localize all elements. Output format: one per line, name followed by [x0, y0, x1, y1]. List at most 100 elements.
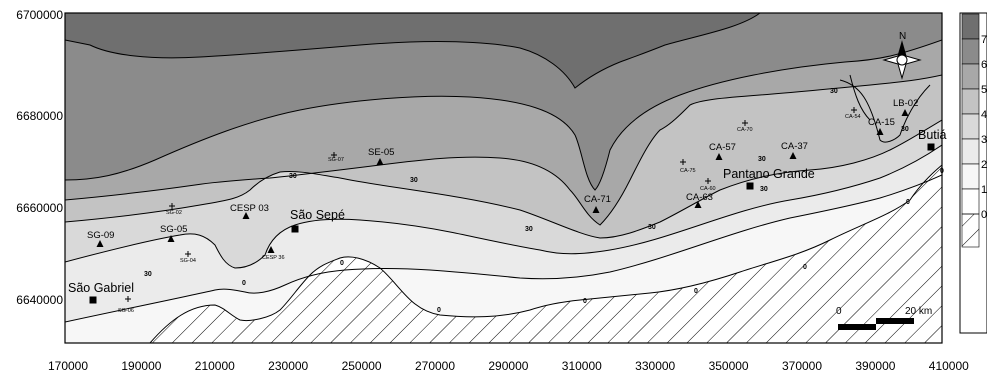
contour-value-label: 30 [830, 88, 838, 95]
contour-value-label: 0 [583, 298, 587, 305]
x-axis-label: 350000 [709, 359, 749, 373]
legend-label: 5 [981, 84, 987, 96]
x-axis-label: 250000 [342, 359, 382, 373]
station-label: LB-02 [893, 98, 918, 109]
scale-start-label: 0 [836, 306, 842, 317]
station-label: CESP 36 [262, 255, 285, 261]
legend-swatch [961, 138, 980, 165]
legend-label: 6 [981, 59, 987, 71]
station-triangle-marker [694, 201, 702, 208]
station-label: SG-06 [118, 308, 134, 314]
legend-label: 3 [981, 134, 987, 146]
legend-swatch [961, 13, 980, 40]
legend-label: 0 [981, 209, 987, 221]
x-axis-label: 370000 [782, 359, 822, 373]
zone-level-5 [65, 40, 942, 225]
station-triangle-marker [876, 128, 884, 135]
contour-value-label: 30 [648, 224, 656, 231]
city-marker [291, 225, 299, 233]
station-cross-marker [169, 203, 175, 209]
legend: 7 6 5 4 3 2 1 0 [959, 12, 987, 334]
station-triangle-marker [167, 235, 175, 242]
station-label: CA-70 [737, 127, 753, 133]
zone-level-3 [65, 120, 942, 268]
x-axis-label: 270000 [415, 359, 455, 373]
contour-value-label: 0 [906, 199, 910, 206]
contour-value-label: 30 [289, 173, 297, 180]
station-cross-marker [331, 152, 337, 158]
station-cross-marker [680, 159, 686, 165]
legend-label: 7 [981, 34, 987, 46]
y-axis-label: 6660000 [16, 201, 63, 215]
x-axis-label: 190000 [121, 359, 161, 373]
legend-label: 2 [981, 159, 987, 171]
x-axis-label: 330000 [635, 359, 675, 373]
station-cross-marker [705, 178, 711, 184]
station-label: SE-05 [368, 147, 394, 158]
station-triangle-marker [715, 153, 723, 160]
y-axis-labels: 6700000 6680000 6660000 6640000 [16, 8, 63, 307]
contour-value-label: 30 [525, 226, 533, 233]
x-axis-label: 390000 [855, 359, 895, 373]
station-cross-marker [742, 120, 748, 126]
legend-label: 4 [981, 109, 987, 121]
city-marker [746, 182, 754, 190]
zone-level-6 [65, 13, 942, 190]
station-label: CA-54 [845, 114, 861, 120]
station-label: CESP 03 [230, 203, 269, 214]
city-markers: São Gabriel São Sepé Pantano Grande Butiá [68, 128, 947, 304]
x-axis-label: 410000 [929, 359, 969, 373]
city-label: São Sepé [290, 208, 345, 222]
scale-end-label: 20 km [905, 306, 932, 317]
contour-value-label: 0 [437, 307, 441, 314]
x-axis-labels: 170000 190000 210000 230000 250000 270000 2900… [48, 359, 969, 373]
city-label: São Gabriel [68, 281, 134, 295]
x-axis-label: 290000 [488, 359, 528, 373]
city-label: Pantano Grande [723, 167, 815, 181]
contour-value-label: 0 [803, 264, 807, 271]
x-axis-label: 210000 [195, 359, 235, 373]
map-frame [64, 12, 943, 344]
legend-label: 1 [981, 184, 987, 196]
contour-value-label: 0 [340, 260, 344, 267]
station-label: SG-02 [166, 210, 182, 216]
legend-swatch [961, 38, 980, 65]
station-triangle-marker [376, 158, 384, 165]
station-label: SG-05 [160, 224, 187, 235]
zone-level-7 [65, 13, 760, 88]
station-markers: SG-09 SG-05 SG-02 SG-04 SG-06 CESP 03 CESP 36 S… [87, 98, 918, 314]
x-axis-label: 310000 [562, 359, 602, 373]
contour-value-label: 30 [410, 177, 418, 184]
legend-swatch [961, 88, 980, 115]
legend-swatch [961, 188, 980, 215]
legend-swatch [961, 113, 980, 140]
x-axis-label: 170000 [48, 359, 88, 373]
station-label: CA-63 [686, 192, 713, 203]
scale-bar: 0 20 km [836, 306, 932, 330]
contour-value-label: 0 [694, 288, 698, 295]
city-label: Butiá [918, 128, 947, 142]
station-label: CA-75 [680, 168, 696, 174]
station-cross-marker [125, 296, 131, 302]
contour-value-label: 0 [242, 280, 246, 287]
station-label: SG-04 [180, 258, 196, 264]
city-marker [927, 143, 935, 151]
contour-value-label: 0 [940, 168, 944, 175]
station-label: SG-09 [87, 230, 114, 241]
contour-zones [65, 13, 942, 343]
station-cross-marker [185, 251, 191, 257]
city-marker [89, 296, 97, 304]
station-cross-marker [851, 107, 857, 113]
station-label: CA-15 [868, 117, 895, 128]
contour-value-label: 30 [760, 186, 768, 193]
station-label: SG-07 [328, 157, 344, 163]
station-label: CA-57 [709, 142, 736, 153]
x-axis-label: 230000 [268, 359, 308, 373]
station-triangle-marker [267, 246, 275, 253]
contour-lines [65, 13, 942, 343]
station-triangle-marker [789, 152, 797, 159]
legend-swatch [961, 163, 980, 190]
station-triangle-marker [96, 240, 104, 247]
contour-value-labels: 30 30 30 30 30 30 30 30 30 0 0 0 0 0 0 0 0 [144, 88, 944, 314]
